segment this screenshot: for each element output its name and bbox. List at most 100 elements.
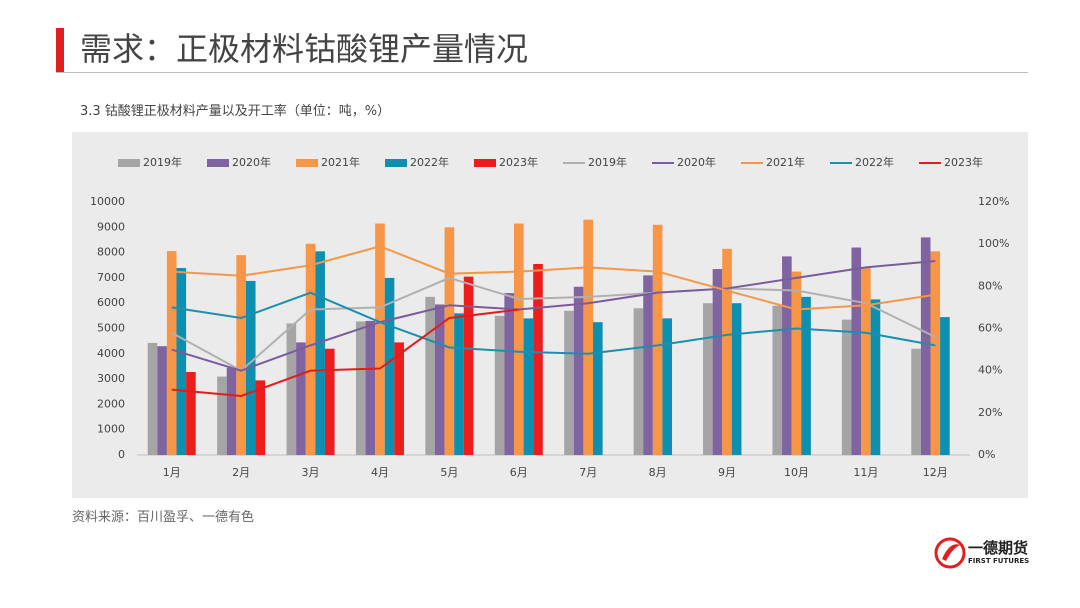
bar [523,318,534,455]
bar [157,346,167,455]
bar [494,315,505,455]
bar [930,251,941,455]
y-tick-label: 3000 [97,372,125,385]
bar [226,367,237,455]
x-tick-label: 12月 [923,466,948,479]
bar [286,323,297,455]
y-tick-label: 4000 [97,347,125,360]
bar [731,303,742,455]
x-tick-label: 5月 [440,466,458,479]
line [171,260,936,372]
bar [583,219,594,455]
x-tick-label: 11月 [853,466,878,479]
logo-text: 一德期货 [968,539,1029,557]
bar [236,255,246,455]
bar [305,243,316,455]
bar [791,271,802,455]
y-tick-label: 2000 [97,397,125,410]
bar [772,305,783,455]
bar [870,299,881,455]
bar [920,237,931,455]
x-tick-label: 9月 [718,466,736,479]
legend-label: 2019年 [588,155,627,169]
line [171,245,936,311]
legend-label: 2023年 [499,155,538,169]
y-tick-label: 5000 [97,322,125,335]
y2-tick-label: 80% [978,279,1002,292]
y-tick-label: 10000 [90,195,125,208]
bar [504,293,514,455]
y-tick-label: 1000 [97,423,125,436]
legend-label: 2021年 [321,155,360,169]
bar [593,322,603,455]
logo: 一德期货 FIRST FUTURES [934,535,1034,571]
bar [444,227,455,455]
bar [217,376,227,455]
x-tick-label: 8月 [649,466,667,479]
y2-tick-label: 0% [978,448,995,461]
line [171,276,936,372]
legend-label: 2020年 [232,155,271,169]
bar [911,348,921,455]
bar [186,372,196,455]
bar [564,310,574,455]
bar [434,304,445,455]
bar [147,342,158,455]
bar [841,319,852,455]
bar [384,277,395,455]
y-tick-label: 7000 [97,271,125,284]
y-tick-label: 9000 [97,220,125,233]
logo-icon [934,537,966,569]
legend-swatch [118,159,140,167]
x-tick-label: 4月 [371,466,389,479]
legend-swatch [207,159,229,167]
bar [315,251,325,455]
y2-tick-label: 60% [978,322,1002,335]
bar [533,263,543,455]
bar [703,303,713,455]
y-tick-label: 8000 [97,246,125,259]
legend-label: 2021年 [766,155,805,169]
bar [662,318,673,455]
bar [940,317,950,455]
logo-subtext: FIRST FUTURES [968,557,1030,565]
bar [355,321,366,455]
bar [255,380,266,455]
y2-tick-label: 20% [978,406,1002,419]
bar [425,296,435,455]
bar [851,247,862,455]
bar [365,320,376,455]
bar [375,223,385,455]
x-tick-label: 1月 [163,466,181,479]
legend-label: 2019年 [143,155,182,169]
legend-label: 2023年 [944,155,983,169]
x-tick-label: 10月 [784,466,809,479]
source-note: 资料来源：百川盈孚、一德有色 [72,510,255,525]
bar [861,267,871,455]
y2-tick-label: 40% [978,364,1002,377]
bar [722,248,732,455]
line [171,291,936,355]
bar [463,276,474,455]
bar [712,269,723,455]
title-rule [56,72,1028,73]
x-tick-label: 6月 [510,466,528,479]
y2-tick-label: 100% [978,237,1009,250]
bar [296,342,306,455]
legend-label: 2022年 [410,155,449,169]
chart-title: 3.3 钴酸锂正极材料产量以及开工率（单位：吨，%） [80,104,391,119]
bar [801,296,811,455]
bar [176,268,187,455]
legend-label: 2020年 [677,155,716,169]
slide-title: 需求：正极材料钴酸锂产量情况 [80,30,529,68]
line [171,308,519,397]
bar [513,223,524,455]
title-accent [56,28,64,72]
bar [782,256,792,455]
x-tick-label: 2月 [232,466,250,479]
bar [454,313,464,455]
legend-swatch [474,159,496,167]
legend-swatch [385,159,407,167]
